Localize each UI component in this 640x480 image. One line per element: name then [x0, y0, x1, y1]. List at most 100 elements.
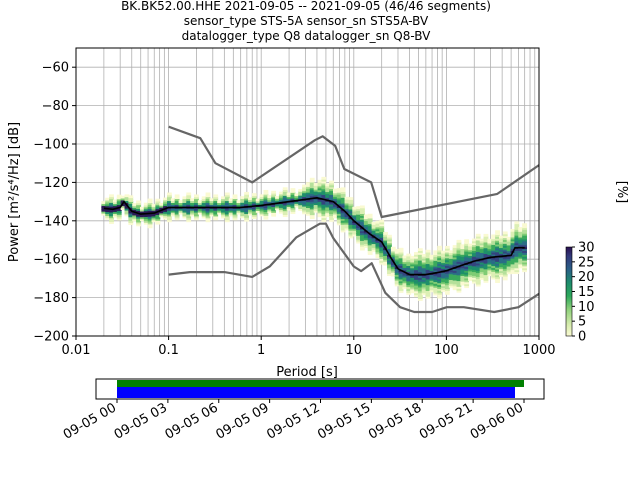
density-cell — [109, 194, 114, 198]
density-cell — [178, 202, 184, 205]
density-cell — [475, 247, 481, 251]
density-cell — [502, 241, 508, 244]
density-cell — [502, 248, 508, 252]
density-cell — [344, 217, 350, 221]
density-cell — [298, 202, 304, 206]
density-cell — [321, 199, 327, 203]
density-cell — [155, 217, 161, 221]
density-cell — [421, 255, 427, 259]
density-cell — [406, 255, 412, 259]
density-cell — [444, 267, 450, 270]
density-cell — [116, 210, 122, 213]
density-cell — [275, 203, 280, 207]
density-cell — [491, 244, 497, 247]
density-cell — [190, 209, 195, 213]
density-cell — [487, 261, 493, 265]
density-cell — [414, 261, 419, 265]
density-cell — [317, 191, 323, 195]
density-cell — [452, 268, 458, 271]
density-cell — [201, 207, 207, 211]
density-cell — [379, 242, 385, 246]
density-cell — [240, 215, 246, 219]
density-cell — [155, 202, 161, 206]
density-cell — [116, 196, 122, 200]
density-cell — [398, 284, 404, 288]
density-cell — [101, 201, 107, 204]
density-cell — [475, 239, 481, 243]
density-cell — [491, 236, 497, 240]
density-cell — [251, 216, 257, 219]
density-cell — [298, 192, 304, 196]
density-cell — [414, 290, 419, 294]
density-cell — [510, 246, 516, 250]
density-cell — [444, 280, 450, 284]
density-cell — [143, 206, 149, 210]
density-cell — [441, 281, 446, 285]
density-cell — [375, 255, 381, 259]
density-cell — [112, 212, 118, 216]
density-cell — [275, 196, 280, 199]
density-cell — [475, 262, 481, 266]
density-cell — [491, 274, 497, 278]
density-cell — [209, 200, 215, 203]
density-cell — [475, 241, 481, 245]
density-cell — [221, 213, 226, 217]
density-cell — [236, 200, 242, 203]
density-cell — [286, 192, 292, 196]
density-cell — [522, 265, 527, 269]
density-cell — [290, 195, 296, 199]
density-cell — [514, 250, 520, 253]
density-cell — [398, 267, 404, 270]
density-cell — [421, 277, 427, 280]
density-cell — [398, 280, 404, 284]
density-cell — [348, 197, 354, 200]
y-tick-label: −200 — [33, 330, 69, 345]
density-cell — [224, 198, 230, 202]
density-cell — [514, 230, 520, 234]
density-cell — [167, 217, 172, 221]
density-cell — [437, 282, 443, 286]
density-cell — [259, 198, 265, 201]
density-cell — [475, 281, 481, 285]
density-cell — [506, 236, 512, 240]
density-cell — [402, 286, 408, 290]
mode-line — [103, 197, 525, 276]
density-cell — [487, 250, 493, 254]
density-cell — [387, 248, 392, 252]
density-cell — [475, 272, 481, 276]
density-cell — [379, 238, 385, 242]
density-cell — [510, 255, 516, 259]
density-cell — [429, 283, 435, 287]
density-cell — [321, 203, 327, 207]
density-cell — [360, 222, 365, 226]
density-cell — [398, 272, 404, 276]
density-cell — [309, 187, 315, 191]
density-cell — [363, 241, 369, 245]
density-cell — [433, 265, 439, 269]
density-cell — [487, 254, 493, 257]
density-cell — [186, 219, 192, 223]
density-cell — [356, 240, 361, 244]
density-cell — [259, 194, 265, 198]
density-cell — [224, 196, 230, 200]
density-cell — [205, 211, 211, 215]
density-cell — [456, 276, 462, 280]
density-cell — [460, 273, 466, 276]
density-cell — [514, 248, 520, 251]
density-cell — [367, 217, 373, 221]
density-cell — [302, 205, 307, 209]
density-cell — [294, 193, 300, 197]
density-cell — [298, 200, 304, 204]
density-cell — [151, 217, 157, 221]
density-cell — [290, 211, 296, 214]
density-cell — [163, 214, 168, 218]
density-cell — [390, 254, 396, 258]
density-cell — [452, 281, 458, 285]
density-cell — [402, 278, 408, 282]
density-cell — [483, 274, 489, 278]
density-cell — [143, 218, 149, 221]
density-cell — [321, 207, 327, 211]
density-cell — [329, 207, 334, 211]
density-cell — [340, 214, 346, 218]
